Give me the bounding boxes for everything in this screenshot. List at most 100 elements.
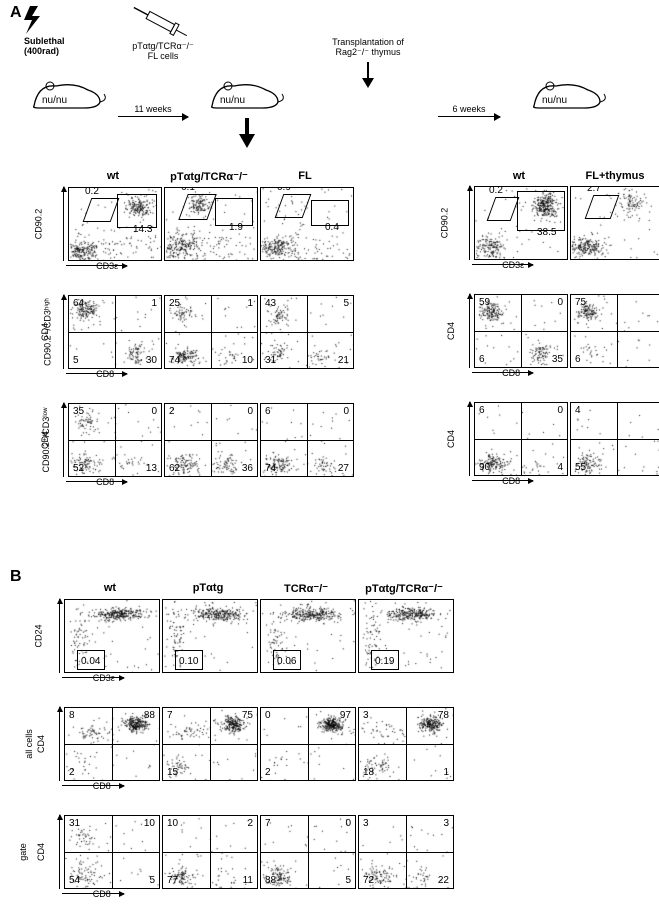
quadrant-percent: 0 [345, 818, 351, 829]
quadrant-percent: 35 [552, 354, 563, 365]
panel-b-grid: wtpTαtgTCRα⁻/⁻pTαtg/TCRα⁻/⁻CD240.040.100… [18, 582, 454, 903]
mouse-icon: nu/nu [206, 76, 278, 114]
facs-plot: 590635 [474, 294, 568, 368]
quadrant-percent: 75 [242, 710, 253, 721]
facs-plot: 60904 [474, 402, 568, 476]
quadrant-percent: 22 [438, 875, 449, 886]
x-axis-label: CD8 [93, 781, 111, 791]
quadrant-percent: 90 [479, 462, 490, 473]
mouse-genotype: nu/nu [42, 95, 67, 106]
gate-percent: 0.06 [277, 656, 296, 667]
facs-gate [83, 198, 120, 222]
quadrant-percent: 62 [169, 463, 180, 474]
quadrant-percent: 25 [169, 298, 180, 309]
quadrant-percent: 6 [479, 405, 485, 416]
column-label: FL [258, 170, 352, 183]
y-axis-label: CD90.2 [34, 209, 44, 240]
facs-plot: 0972 [260, 707, 356, 781]
quadrant-percent: 2 [247, 818, 253, 829]
y-axis-label: CD4 [40, 323, 50, 341]
facs-plot: 756 [570, 294, 659, 368]
x-axis-label: CD8 [96, 477, 114, 487]
lightning-icon [24, 6, 44, 34]
quadrant-percent: 0 [247, 406, 253, 417]
gate-percent: 0.19 [375, 656, 394, 667]
quadrant-percent: 0 [265, 710, 271, 721]
y-axis-label: CD4 [40, 431, 50, 449]
facs-plot: 3110545 [64, 815, 160, 889]
y-axis-label: CD4 [36, 843, 46, 861]
facs-plot: 0.19 [358, 599, 454, 673]
quadrant-percent: 0 [557, 405, 563, 416]
quadrant-percent: 72 [363, 875, 374, 886]
quadrant-percent: 27 [338, 463, 349, 474]
quadrant-percent: 52 [73, 463, 84, 474]
arrow-down-icon [238, 118, 256, 148]
quadrant-percent: 1 [247, 298, 253, 309]
facs-plot: 2.7 [570, 186, 659, 260]
facs-gate [275, 194, 312, 218]
quadrant-percent: 0 [151, 406, 157, 417]
x-axis-label: CD3ε [93, 673, 115, 683]
panel-a-left-grid: wtpTαtg/TCRα⁻/⁻FLCD90.20.214.36.11.90.90… [18, 170, 354, 491]
axis-arrow-icon [469, 186, 470, 260]
facs-plot: 0.06 [260, 599, 356, 673]
y-axis-label: CD4 [446, 430, 456, 448]
quadrant-percent: 21 [338, 355, 349, 366]
gate-percent: 2.7 [587, 186, 601, 194]
quadrant-percent: 31 [69, 818, 80, 829]
quadrant-percent: 74 [169, 355, 180, 366]
facs-plot: 8882 [64, 707, 160, 781]
x-axis-label: CD3ε [502, 260, 524, 270]
facs-plot: 378181 [358, 707, 454, 781]
facs-plot: 206236 [164, 403, 258, 477]
y-axis-label: CD90.2 [440, 208, 450, 239]
mouse-genotype: nu/nu [220, 95, 245, 106]
facs-plot: 3 3 72 22 [358, 815, 454, 889]
quadrant-percent: 1 [151, 298, 157, 309]
axis-arrow-icon [469, 294, 470, 368]
column-label: wt [472, 170, 566, 182]
axis-arrow-icon [59, 815, 60, 889]
facs-gate [117, 194, 157, 228]
facs-plot: 0.10 [162, 599, 258, 673]
quadrant-percent: 11 [243, 875, 253, 886]
quadrant-percent: 64 [73, 298, 84, 309]
quadrant-percent: 7 [265, 818, 271, 829]
facs-plot: 0.90.4 [260, 187, 354, 261]
column-label: TCRα⁻/⁻ [258, 582, 354, 595]
gate-percent: 0.9 [277, 187, 291, 193]
quadrant-percent: 2 [265, 767, 271, 778]
quadrant-percent: 6 [479, 354, 485, 365]
facs-gate [178, 194, 216, 220]
panel-a-label: A [10, 4, 22, 22]
facs-plot: 1027711 [162, 815, 258, 889]
quadrant-percent: 75 [575, 297, 586, 308]
facs-plot: 77515 [162, 707, 258, 781]
panel-a-right-grid: wtFL+thymusCD90.20.238.52.7CD3εCD4590635… [436, 170, 659, 490]
quadrant-percent: 5 [73, 355, 79, 366]
gate-percent: 0.10 [179, 656, 198, 667]
facs-plot: 607427 [260, 403, 354, 477]
facs-plot: 3505213 [68, 403, 162, 477]
y-axis-label: CD4 [36, 735, 46, 753]
facs-plot: 4353121 [260, 295, 354, 369]
irradiation-label: Sublethal (400rad) [24, 37, 94, 57]
quadrant-percent: 3 [363, 818, 369, 829]
column-label: pTαtg/TCRα⁻/⁻ [356, 582, 452, 595]
weeks-6-label: 6 weeks [438, 104, 500, 114]
mouse-icon: nu/nu [528, 76, 600, 114]
quadrant-percent: 1 [443, 767, 449, 778]
column-label: pTαtg [160, 582, 256, 595]
quadrant-percent: 3 [443, 818, 449, 829]
quadrant-percent: 10 [144, 818, 155, 829]
row-label: all cells [24, 729, 34, 759]
x-axis-label: CD3ε [96, 261, 118, 271]
x-axis-label: CD8 [502, 476, 520, 486]
facs-plot: 2517410 [164, 295, 258, 369]
gate-percent: 0.04 [81, 656, 100, 667]
quadrant-percent: 78 [438, 710, 449, 721]
facs-gate [487, 197, 520, 221]
y-axis-label: CD4 [446, 322, 456, 340]
quadrant-percent: 13 [146, 463, 157, 474]
